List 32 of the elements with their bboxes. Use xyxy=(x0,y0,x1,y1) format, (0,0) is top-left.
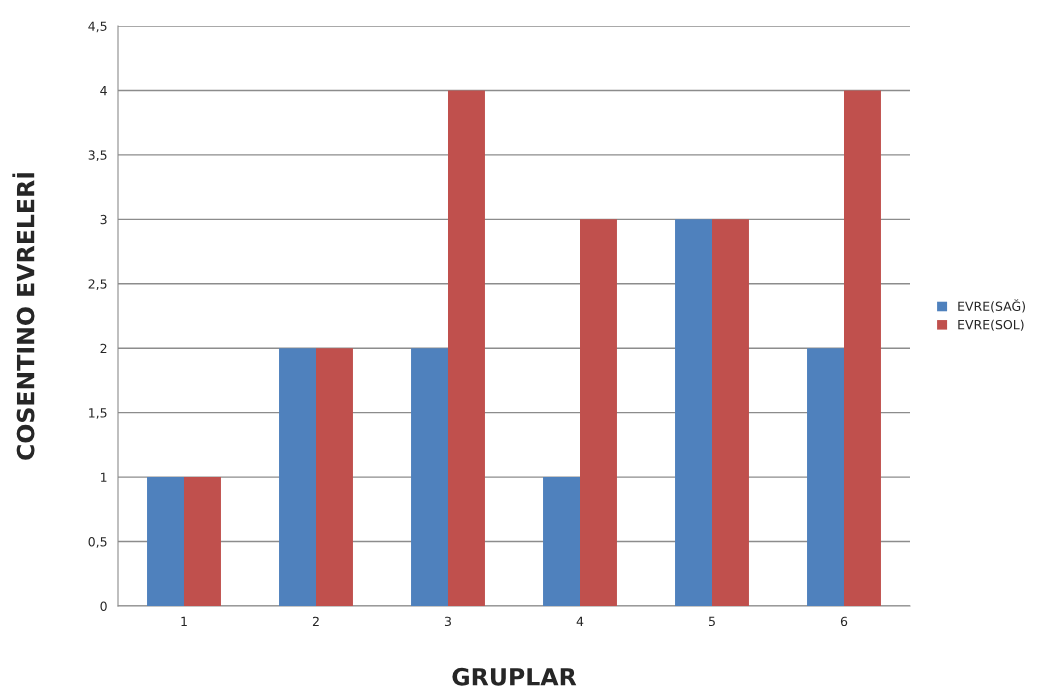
bar xyxy=(807,348,844,606)
x-tick-label: 2 xyxy=(312,616,319,626)
x-tick-label: 4 xyxy=(576,616,584,626)
y-tick-label: 1 xyxy=(101,472,107,482)
bar xyxy=(316,348,353,606)
y-tick-label: 4 xyxy=(100,86,107,96)
y-tick-label: 0 xyxy=(100,601,107,611)
x-tick-label: 6 xyxy=(840,616,848,627)
bar xyxy=(411,348,448,606)
bar xyxy=(448,90,485,606)
bar xyxy=(675,219,712,606)
x-tick-label: 3 xyxy=(444,616,451,627)
bar xyxy=(147,477,184,606)
bar xyxy=(580,219,617,606)
y-tick-label: 2 xyxy=(100,343,107,353)
x-axis-title: GRUPLAR xyxy=(452,667,577,686)
bar xyxy=(712,219,749,606)
y-axis-title: COSENTINO EVRELERİ xyxy=(12,173,35,460)
bar xyxy=(543,477,580,606)
y-tick-label: 3 xyxy=(100,214,107,225)
x-tick-label: 5 xyxy=(708,616,715,627)
y-tick-label: 2,5 xyxy=(88,279,107,290)
bar xyxy=(184,477,221,606)
y-tick-label: 4,5 xyxy=(88,21,107,33)
bar xyxy=(844,90,881,606)
y-tick-label: 0,5 xyxy=(88,537,107,548)
legend-label: EVRE(SOL) xyxy=(958,319,1024,331)
y-tick-label: 1,5 xyxy=(89,408,107,419)
y-tick-label: 3,5 xyxy=(88,150,107,162)
legend-label: EVRE(SAĞ) xyxy=(958,299,1025,313)
bar xyxy=(279,348,316,606)
x-tick-label: 1 xyxy=(181,616,187,626)
